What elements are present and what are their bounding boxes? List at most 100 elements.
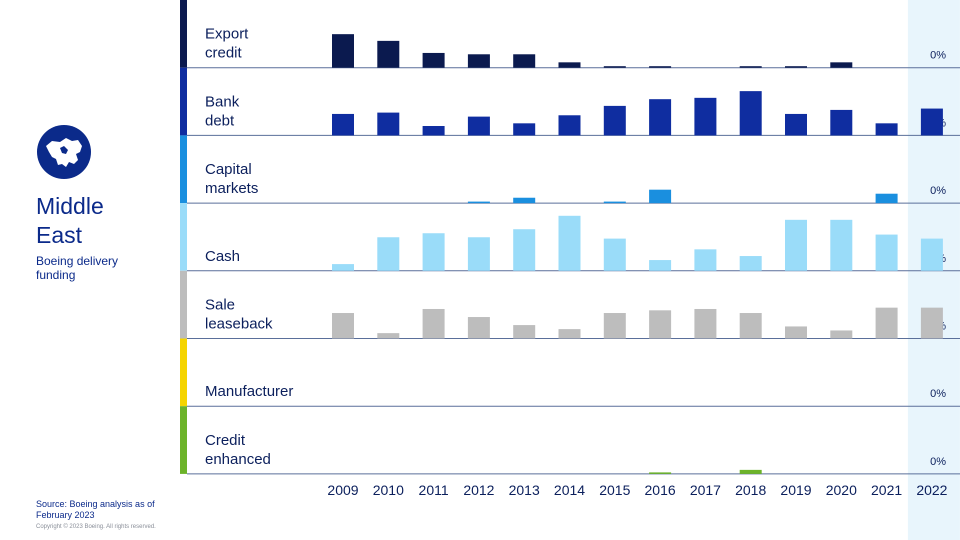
- bar-sale-leaseback-2011: [422, 308, 445, 339]
- row-stripe-sale-leaseback: [180, 270, 187, 339]
- row-stripe-cash: [180, 203, 187, 271]
- bar-cash-2021: [875, 234, 898, 271]
- bar-sale-leaseback-2014: [558, 329, 581, 339]
- row-label-capital-markets: markets: [205, 180, 258, 197]
- row-label-manufacturer: Manufacturer: [205, 383, 293, 400]
- year-label-2015: 2015: [599, 482, 630, 498]
- bar-capital-markets-2021: [875, 193, 898, 204]
- bar-bank-debt-2014: [558, 115, 581, 136]
- row-stripe-credit-enhanced: [180, 406, 187, 474]
- row-label-credit-enhanced: Credit: [205, 432, 246, 449]
- year-label-2013: 2013: [509, 482, 540, 498]
- pct-label-capital-markets: 0%: [930, 185, 946, 197]
- bar-cash-2022: [920, 238, 943, 271]
- row-stripe-capital-markets: [180, 135, 187, 204]
- region-title: Middle East: [36, 193, 104, 248]
- bar-export-credit-2016: [649, 66, 672, 68]
- source-note: Source: Boeing analysis as of February 2…: [36, 499, 155, 520]
- year-label-2020: 2020: [826, 482, 857, 498]
- bar-bank-debt-2017: [694, 97, 717, 136]
- bar-sale-leaseback-2013: [513, 325, 536, 339]
- bar-bank-debt-2016: [649, 99, 672, 136]
- bar-bank-debt-2009: [332, 113, 354, 136]
- bar-cash-2017: [694, 249, 717, 271]
- bar-export-credit-2013: [513, 54, 536, 68]
- bar-sale-leaseback-2012: [467, 317, 490, 339]
- bar-bank-debt-2018: [739, 91, 762, 136]
- bar-cash-2018: [739, 256, 762, 271]
- bar-bank-debt-2015: [603, 105, 626, 136]
- bar-sale-leaseback-2020: [830, 330, 853, 339]
- bar-cash-2013: [513, 229, 536, 271]
- bar-cash-2014: [558, 215, 581, 271]
- bar-bank-debt-2011: [422, 126, 445, 136]
- bar-bank-debt-2012: [467, 116, 490, 136]
- bar-export-credit-2019: [785, 66, 807, 68]
- bar-cash-2011: [422, 233, 445, 271]
- year-label-2022: 2022: [916, 482, 947, 498]
- year-label-2021: 2021: [871, 482, 902, 498]
- year-label-2011: 2011: [419, 482, 449, 498]
- bar-export-credit-2009: [332, 34, 354, 68]
- bar-export-credit-2015: [603, 66, 626, 68]
- bar-export-credit-2014: [558, 62, 581, 68]
- year-label-2016: 2016: [645, 482, 676, 498]
- bar-sale-leaseback-2022: [920, 307, 943, 339]
- copyright-note: Copyright © 2023 Boeing. All rights rese…: [36, 524, 156, 530]
- bar-cash-2016: [649, 260, 672, 271]
- bar-credit-enhanced-2018: [739, 469, 762, 474]
- bar-sale-leaseback-2015: [603, 313, 626, 339]
- year-label-2009: 2009: [327, 482, 358, 498]
- pct-label-export-credit: 0%: [930, 50, 946, 62]
- bar-export-credit-2012: [467, 54, 490, 68]
- pct-label-credit-enhanced: 0%: [930, 456, 946, 468]
- bar-bank-debt-2022: [920, 108, 943, 136]
- bar-export-credit-2018: [739, 66, 762, 68]
- row-stripe-manufacturer: [180, 338, 187, 407]
- bar-sale-leaseback-2016: [649, 310, 672, 339]
- bar-sale-leaseback-2019: [785, 326, 807, 339]
- bar-capital-markets-2013: [513, 197, 536, 204]
- row-label-bank-debt: Bank: [205, 93, 240, 110]
- bar-bank-debt-2021: [875, 123, 898, 136]
- bar-bank-debt-2013: [513, 123, 536, 136]
- bar-bank-debt-2019: [785, 113, 807, 136]
- row-stripe-export-credit: [180, 0, 187, 68]
- bar-sale-leaseback-2018: [739, 313, 762, 339]
- year-label-2019: 2019: [780, 482, 811, 498]
- year-label-2014: 2014: [554, 482, 585, 498]
- row-label-cash: Cash: [205, 248, 240, 265]
- bar-cash-2012: [467, 237, 490, 271]
- bar-capital-markets-2012: [467, 201, 490, 204]
- bar-sale-leaseback-2009: [332, 313, 354, 339]
- bar-export-credit-2020: [830, 62, 853, 68]
- row-label-sale-leaseback: leaseback: [205, 316, 273, 333]
- bar-cash-2019: [785, 219, 807, 271]
- middle-east-map-icon: [36, 124, 92, 180]
- bar-cash-2010: [377, 237, 400, 271]
- bar-bank-debt-2020: [830, 109, 853, 136]
- bar-export-credit-2010: [377, 40, 400, 68]
- row-label-credit-enhanced: enhanced: [205, 451, 271, 468]
- bar-sale-leaseback-2010: [377, 333, 400, 339]
- pct-label-manufacturer: 0%: [930, 388, 946, 400]
- year-label-2012: 2012: [463, 482, 494, 498]
- bar-cash-2015: [603, 238, 626, 271]
- row-label-bank-debt: debt: [205, 112, 235, 129]
- bar-sale-leaseback-2021: [875, 307, 898, 339]
- row-stripe-bank-debt: [180, 67, 187, 136]
- bar-cash-2020: [830, 219, 853, 271]
- left-panel: Middle East Boeing delivery funding Sour…: [0, 0, 180, 540]
- region-subtitle: Boeing delivery funding: [36, 254, 119, 282]
- row-label-sale-leaseback: Sale: [205, 297, 235, 314]
- bar-export-credit-2011: [422, 52, 445, 68]
- year-label-2018: 2018: [735, 482, 766, 498]
- bar-bank-debt-2010: [377, 112, 400, 136]
- row-label-export-credit: Export: [205, 26, 249, 43]
- row-label-capital-markets: Capital: [205, 161, 252, 178]
- year-label-2010: 2010: [373, 482, 404, 498]
- bar-cash-2009: [332, 264, 354, 271]
- bar-credit-enhanced-2016: [649, 472, 672, 474]
- bar-sale-leaseback-2017: [694, 308, 717, 339]
